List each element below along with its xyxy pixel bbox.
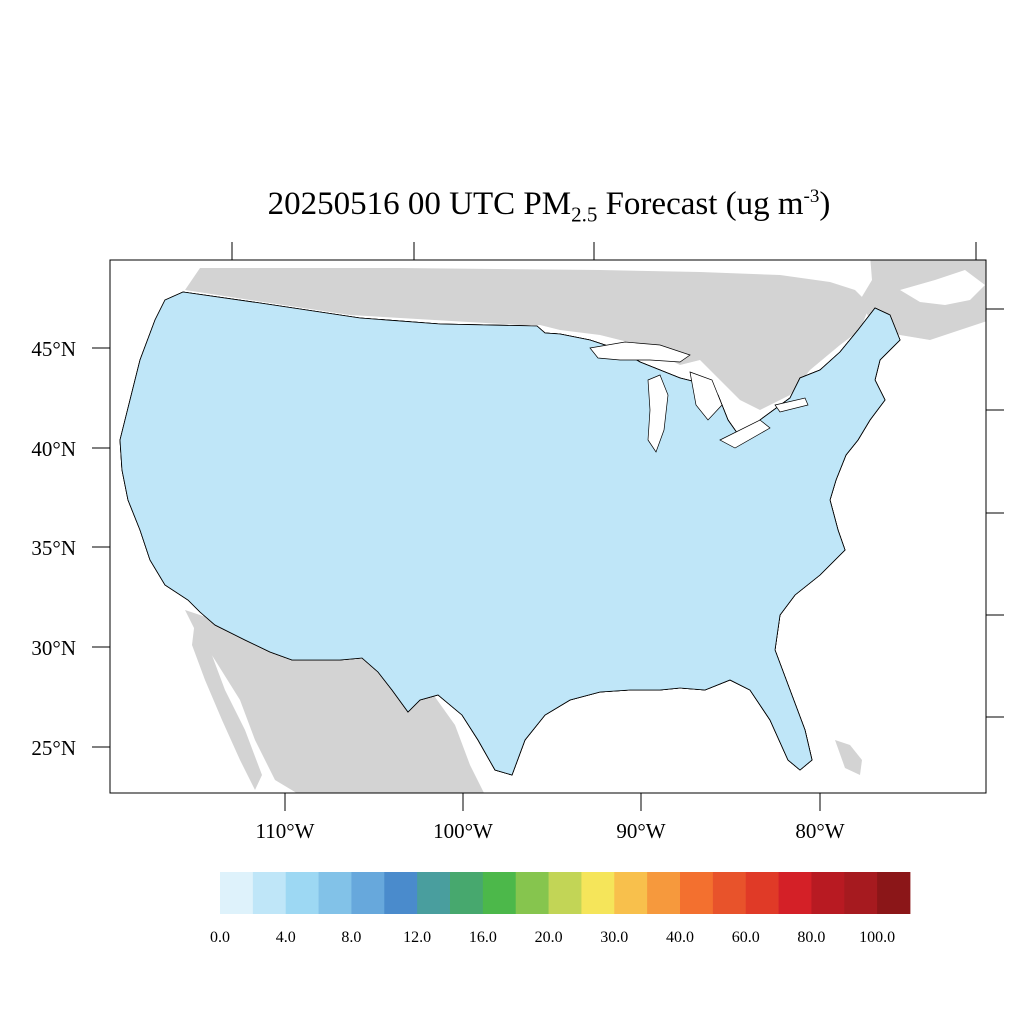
mexico-landmass — [185, 610, 484, 793]
lat-label-30: 30°N — [31, 636, 76, 660]
colorbar-label: 8.0 — [341, 929, 361, 946]
lake-superior — [589, 341, 691, 363]
colorbar-label: 80.0 — [797, 929, 825, 946]
colorbar-swatch — [450, 872, 484, 914]
lon-labels: 110°W 100°W 90°W 80°W — [256, 819, 845, 843]
right-ticks — [986, 308, 1004, 718]
colorbar-label: 100.0 — [859, 929, 895, 946]
colorbar-labels: 0.0 4.0 8.0 12.0 16.0 20.0 30.0 40.0 60.0 80.0 100… — [210, 929, 895, 946]
map-frame-border — [109, 259, 987, 794]
title-suffix: ) — [819, 186, 831, 222]
baja-landmass — [192, 620, 262, 790]
colorbar-swatch — [778, 872, 812, 914]
hudson-water — [900, 270, 985, 305]
colorbar-swatch — [285, 872, 319, 914]
colorbar-swatch — [220, 872, 254, 914]
lon-label-100w: 100°W — [433, 819, 493, 843]
title-middle: Forecast (ug m — [597, 186, 804, 222]
lat-label-35: 35°N — [31, 536, 76, 560]
title-superscript: -3 — [803, 186, 820, 207]
colorbar-swatch — [548, 872, 582, 914]
colorbar-swatch — [614, 872, 648, 914]
canada-landmass — [185, 260, 986, 410]
colorbar-label: 16.0 — [469, 929, 497, 946]
colorbar-label: 0.0 — [210, 929, 230, 946]
colorbar-label: 40.0 — [666, 929, 694, 946]
lake-erie — [719, 419, 771, 449]
colorbar-swatch — [252, 872, 287, 914]
colorbar-swatch — [384, 872, 418, 914]
colorbar-swatch — [680, 872, 714, 914]
colorbar-label: 30.0 — [600, 929, 628, 946]
colorbar-swatch — [318, 872, 352, 914]
lat-label-45: 45°N — [31, 337, 76, 361]
colorbar-swatch — [482, 872, 517, 914]
colorbar-swatch — [351, 872, 385, 914]
title-subscript: 2.5 — [571, 202, 598, 227]
colorbar-swatch — [417, 872, 451, 914]
cuba-landmass — [835, 740, 862, 775]
colorbar — [220, 872, 911, 914]
top-ticks — [231, 242, 977, 260]
map-title: 20250516 00 UTC PM2.5 Forecast (ug m-3) — [0, 186, 1024, 228]
map-content — [119, 260, 986, 793]
lake-michigan — [647, 374, 669, 453]
left-lat-ticks — [92, 347, 110, 748]
lon-label-110w: 110°W — [256, 819, 315, 843]
lat-label-40: 40°N — [31, 437, 76, 461]
colorbar-label: 60.0 — [732, 929, 760, 946]
lake-ontario — [774, 397, 809, 413]
colorbar-label: 20.0 — [535, 929, 563, 946]
colorbar-swatch — [581, 872, 615, 914]
colorbar-swatch — [647, 872, 681, 914]
colorbar-swatch — [745, 872, 779, 914]
colorbar-label: 12.0 — [403, 929, 431, 946]
lon-label-90w: 90°W — [616, 819, 665, 843]
colorbar-swatch — [712, 872, 747, 914]
lake-huron — [689, 371, 723, 421]
colorbar-swatch — [877, 872, 911, 914]
colorbar-swatch — [811, 872, 845, 914]
lat-label-25: 25°N — [31, 736, 76, 760]
bottom-lon-ticks — [284, 793, 821, 811]
title-prefix: 20250516 00 UTC PM — [267, 186, 572, 222]
colorbar-label: 4.0 — [276, 929, 296, 946]
lat-labels: 45°N 40°N 35°N 30°N 25°N — [31, 337, 76, 760]
lon-label-80w: 80°W — [795, 819, 844, 843]
colorbar-swatch — [515, 872, 549, 914]
colorbar-swatch — [844, 872, 878, 914]
